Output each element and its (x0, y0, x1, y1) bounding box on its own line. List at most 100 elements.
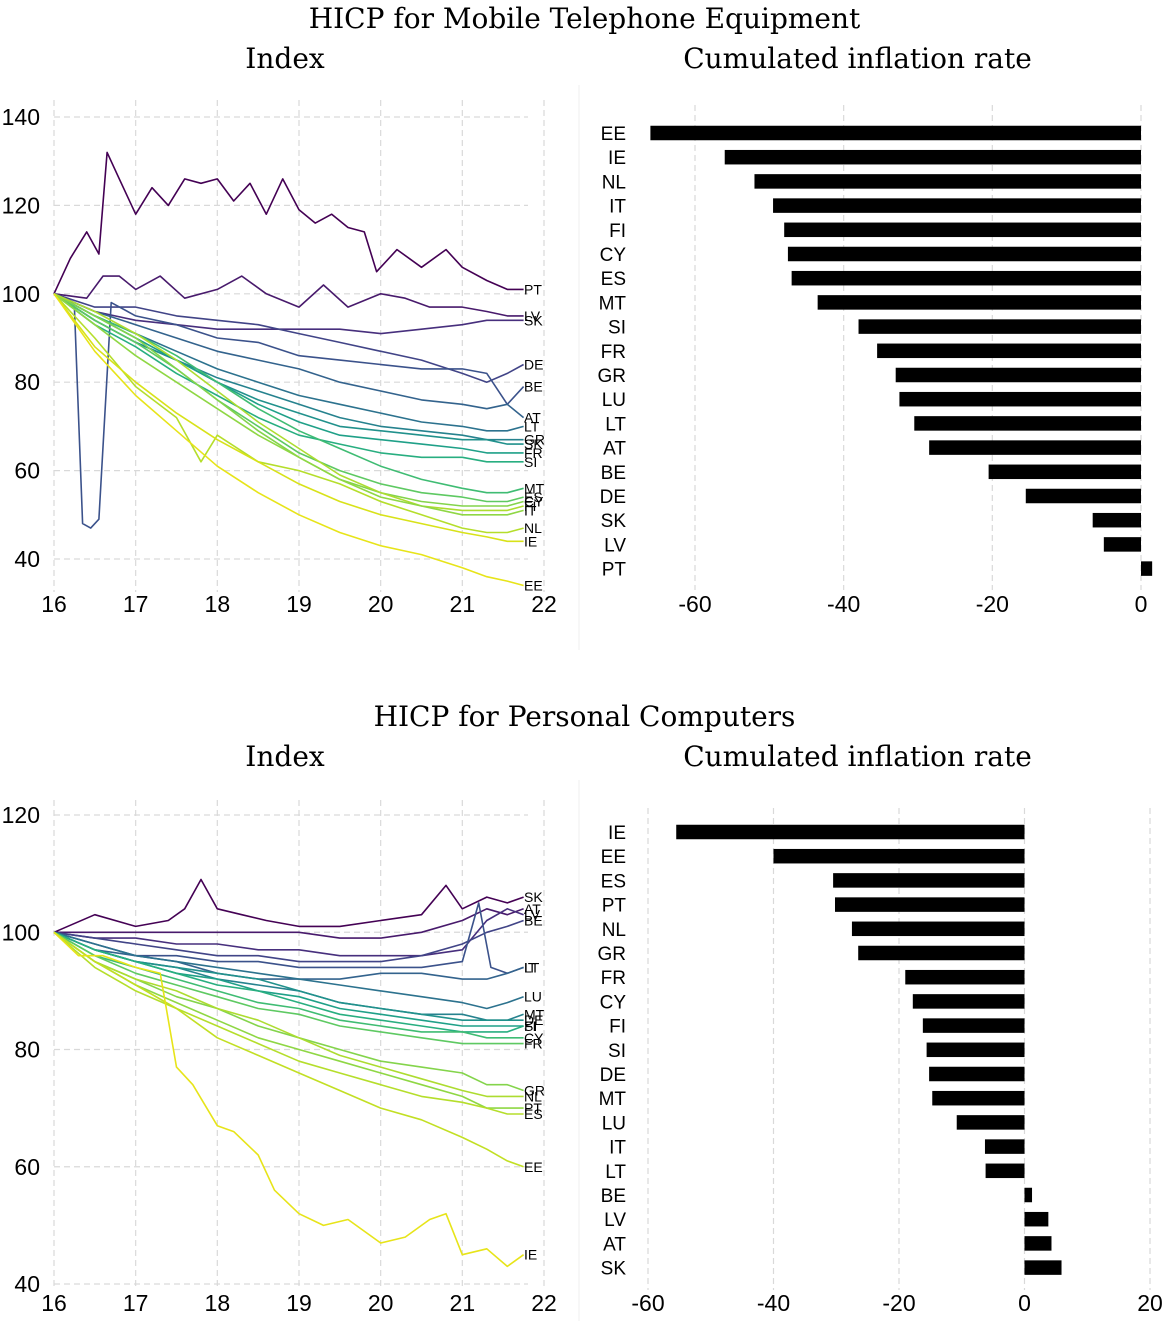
series-line-pt (53, 931, 524, 1109)
bar-lu (956, 1115, 1025, 1130)
panel-2-bar-subtitle: Cumulated inflation rate (683, 740, 1032, 773)
y-tick-label: 60 (14, 1154, 40, 1180)
category-label: GR (598, 366, 627, 387)
category-label: LT (605, 1162, 626, 1183)
y-tick-label: 120 (2, 192, 40, 218)
y-tick-label: 120 (2, 802, 40, 828)
bar-lt (914, 416, 1141, 431)
series-line-ie (53, 293, 524, 543)
series-line-sk (53, 878, 524, 934)
series-line-gr (53, 931, 524, 1092)
category-label: SI (608, 318, 626, 339)
series-end-label: SK (524, 436, 543, 452)
series-line-ee (53, 293, 524, 587)
category-label: CY (600, 245, 627, 266)
personal-computers-cumulated-inflation-bar-chart: -60 -40 -20 0 20 IE EE ES PT NL GR FR CY FI SI DE MT LU IT… (598, 808, 1163, 1316)
category-label: MT (599, 293, 627, 314)
bar-gr (858, 945, 1025, 961)
series-line-fi (53, 293, 524, 512)
series-end-label: MT (524, 1006, 545, 1022)
bar-cy (787, 246, 1141, 262)
category-label: IE (608, 823, 626, 844)
x-tick-label: -40 (827, 591, 860, 617)
series-line-ee (53, 931, 524, 1168)
bar-de (1025, 488, 1141, 504)
series-line-fi (53, 931, 524, 1033)
x-tick-label: 0 (1018, 1290, 1031, 1316)
bar-nl (754, 174, 1141, 189)
bar-lv (1024, 1211, 1049, 1227)
bar-ee (773, 848, 1025, 864)
x-tick-label: 21 (450, 591, 476, 617)
bar-lv (1103, 537, 1141, 552)
panel-1-bar-subtitle: Cumulated inflation rate (683, 42, 1032, 75)
series-end-label: SK (524, 312, 543, 328)
series-end-label: EE (524, 1159, 543, 1175)
x-tick-label: 16 (41, 591, 67, 617)
category-label: FI (609, 221, 626, 242)
series-line-it (53, 902, 524, 975)
category-label: BE (601, 1186, 626, 1207)
series-line-mt (53, 293, 524, 494)
y-tick-label: 40 (14, 546, 40, 572)
category-label: LT (605, 414, 626, 435)
bar-pt (1141, 561, 1153, 576)
category-label: ES (601, 269, 626, 290)
x-tick-label: -60 (631, 1290, 664, 1316)
x-tick-label: 18 (205, 591, 231, 617)
category-label: LU (602, 390, 626, 411)
category-label: ES (601, 871, 626, 892)
y-tick-label: 140 (2, 104, 40, 130)
bar-lt (985, 1163, 1025, 1179)
bar-fr (905, 969, 1025, 985)
series-end-label: DE (524, 357, 543, 373)
x-tick-label: -60 (678, 591, 711, 617)
bar-fi (922, 1018, 1025, 1033)
panel-1-line-subtitle: Index (245, 42, 325, 75)
series-end-label: FR (524, 1036, 543, 1052)
series-end-label: FI (524, 498, 536, 514)
series-line-es (53, 931, 524, 1115)
category-label: BE (601, 463, 626, 484)
bar-be (988, 464, 1141, 480)
category-label: EE (601, 847, 626, 868)
category-label: IE (608, 148, 626, 169)
series-line-fr (53, 931, 524, 1045)
bar-pt (834, 897, 1025, 912)
series-line-at (54, 907, 524, 939)
series-end-label: AT (524, 901, 541, 917)
category-label: NL (602, 172, 626, 193)
bar-mt (817, 295, 1141, 310)
series-end-label: GR (524, 1083, 545, 1099)
series-line-at (53, 293, 525, 419)
x-tick-label: 19 (286, 591, 312, 617)
series-end-label: SI (524, 1018, 537, 1034)
bar-es (833, 873, 1025, 888)
series-line-lu (53, 931, 524, 1010)
panel-2-line-subtitle: Index (245, 740, 325, 773)
series-end-label: BE (524, 379, 543, 395)
category-label: FI (609, 1017, 626, 1038)
series-line-it (53, 293, 524, 516)
series-line-sk (53, 293, 524, 445)
series-line-be (53, 293, 525, 529)
y-tick-label: 80 (14, 369, 40, 395)
bar-fi (784, 222, 1141, 238)
series-end-label: LV (524, 907, 541, 923)
category-label: PT (602, 896, 627, 917)
bar-mt (932, 1090, 1025, 1106)
bar-sk (1024, 1260, 1062, 1275)
series-line-lv (53, 275, 524, 317)
x-tick-label: 17 (123, 591, 149, 617)
bar-gr (895, 367, 1141, 383)
bar-lu (899, 391, 1141, 407)
category-label: NL (602, 920, 626, 941)
series-end-label: PT (524, 1100, 542, 1116)
bar-sk (1092, 512, 1141, 528)
x-tick-label: 22 (531, 1290, 557, 1316)
category-label: SK (601, 511, 627, 532)
category-label: FR (601, 968, 626, 989)
x-tick-label: 17 (123, 1290, 149, 1316)
series-end-label: CY (524, 1030, 544, 1046)
category-label: IT (609, 1138, 626, 1159)
